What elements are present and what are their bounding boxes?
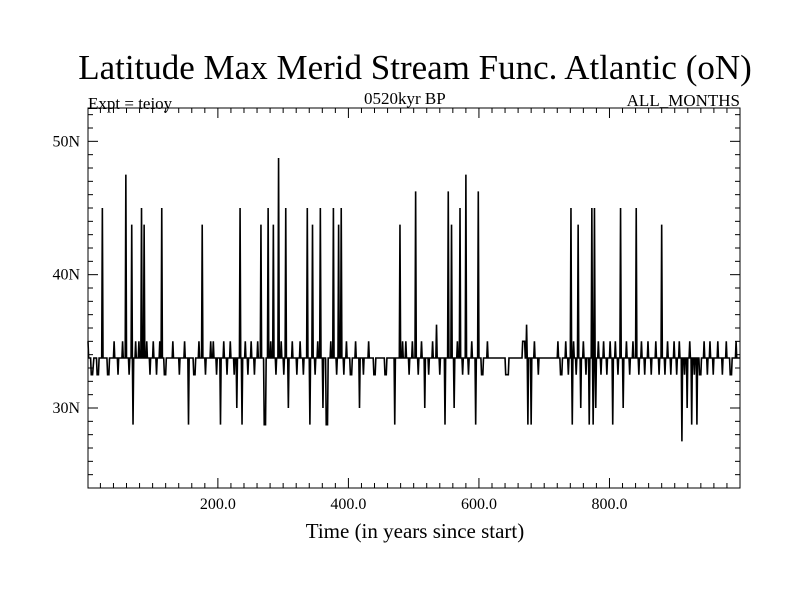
- months-label: ALL_MONTHS: [626, 91, 740, 110]
- x-tick-label: 800.0: [591, 496, 627, 513]
- series-line: [87, 157, 740, 442]
- y-tick-label: 50N: [52, 133, 80, 150]
- x-axis-label: Time (in years since start): [305, 519, 525, 543]
- y-tick-label: 40N: [52, 267, 80, 284]
- period-label: 0520kyr BP: [364, 89, 446, 108]
- plot-frame: [87, 107, 741, 489]
- x-tick-label: 400.0: [330, 496, 366, 513]
- chart-title: Latitude Max Merid Stream Func. Atlantic…: [78, 48, 752, 87]
- x-tick-label: 600.0: [461, 496, 497, 513]
- y-axis: 30N 40N 50N: [52, 114, 740, 476]
- x-axis: 200.0 400.0 600.0 800.0: [99, 108, 728, 513]
- series-group: [87, 157, 740, 442]
- y-tick-label: 30N: [52, 400, 80, 417]
- x-tick-label: 200.0: [200, 496, 236, 513]
